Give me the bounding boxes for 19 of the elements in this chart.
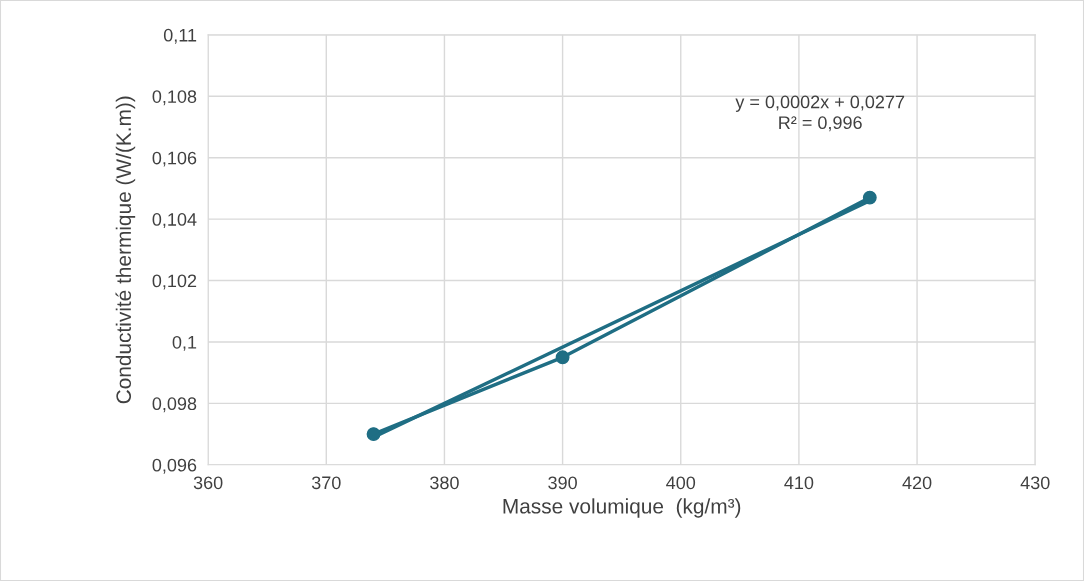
x-tick-label: 370 — [311, 476, 341, 490]
y-tick-label: 0,102 — [152, 274, 197, 290]
y-tick-label: 0,096 — [152, 458, 197, 474]
x-tick-label: 430 — [1020, 476, 1050, 490]
y-tick-label: 0,11 — [163, 28, 197, 44]
y-axis-title: Conductivité thermique (W/(K.m)) — [115, 96, 136, 404]
x-tick-label: 410 — [784, 476, 814, 490]
x-tick-label: 390 — [548, 476, 577, 490]
x-tick-label: 420 — [902, 476, 932, 490]
x-axis-title: Masse volumique (kg/m³) — [503, 498, 741, 518]
y-tick-label: 0,098 — [152, 397, 197, 413]
y-tick-label: 0,104 — [152, 213, 197, 228]
y-tick-label: 0,106 — [152, 151, 197, 167]
annotation: y = 0,0002x + 0,0277 R² = 0,996 — [735, 95, 905, 132]
y-tick-label: 0,1 — [172, 335, 197, 351]
x-tick-label: 400 — [666, 476, 696, 490]
y-tick-label: 0,108 — [152, 90, 197, 106]
x-tick-label: 380 — [430, 476, 459, 490]
x-tick-label: 360 — [193, 476, 223, 490]
